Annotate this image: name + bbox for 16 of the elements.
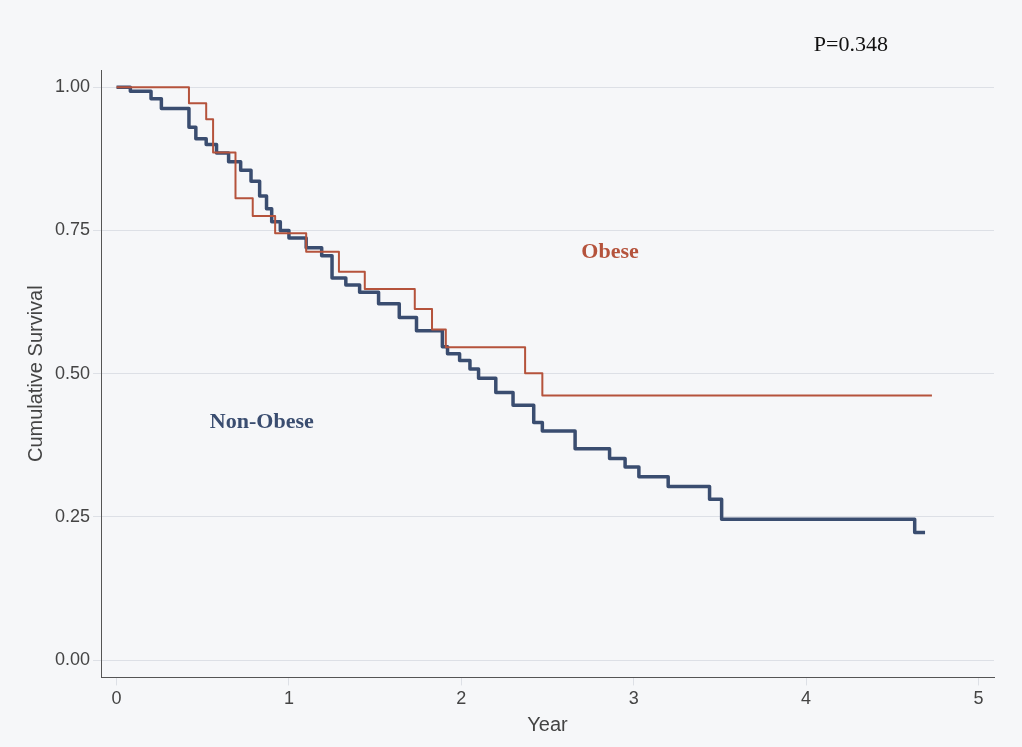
x-tick-label: 2 <box>456 688 467 709</box>
x-tick-label: 0 <box>111 688 122 709</box>
y-tick-label: 0.25 <box>54 505 91 526</box>
y-tick-label: 1.00 <box>54 76 91 97</box>
text: Non-Obese <box>209 407 314 433</box>
x-tick-label: 4 <box>801 688 812 709</box>
x-axis-title: Year <box>527 712 569 735</box>
y-tick-label: 0.50 <box>54 362 91 383</box>
y-tick-label: 0.00 <box>54 649 91 670</box>
y-tick-label: 0.75 <box>54 219 91 240</box>
text: Obese <box>581 237 639 263</box>
x-tick-label: 1 <box>283 688 294 709</box>
y-axis-title: Cumulative Survival <box>23 285 46 463</box>
x-tick-label: 3 <box>628 688 639 709</box>
x-tick-label: 5 <box>973 688 984 709</box>
text: P=0.348 <box>813 30 888 56</box>
